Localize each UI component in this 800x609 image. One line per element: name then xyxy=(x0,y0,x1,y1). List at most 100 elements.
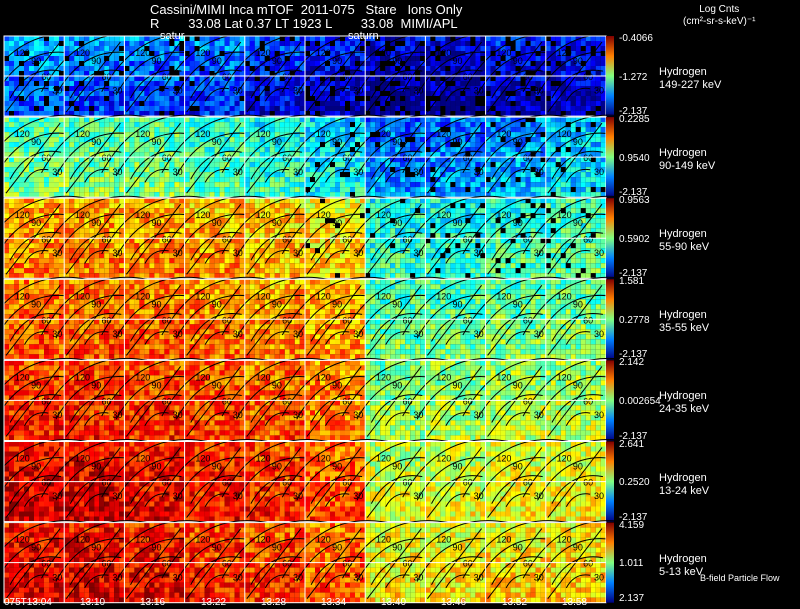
contour-label: 120 xyxy=(557,535,572,545)
contour-label: 30 xyxy=(534,572,544,582)
colorbar-tick-cmin-5: -2.137 xyxy=(619,512,648,523)
contour-label: 90 xyxy=(212,137,222,147)
contour-label: 90 xyxy=(513,543,523,553)
row-energy: 149-227 keV xyxy=(659,79,722,91)
contour-lines-5-1 xyxy=(41,439,147,518)
contour-label: 120 xyxy=(557,291,572,301)
contour-label: 90 xyxy=(513,137,523,147)
contour-label: 60 xyxy=(222,234,232,244)
contour-label: 120 xyxy=(135,372,150,382)
row-energy: 5-13 keV xyxy=(659,566,704,578)
contour-label: 90 xyxy=(573,543,583,553)
contour-label: 30 xyxy=(474,491,484,501)
contour-label: 60 xyxy=(463,72,473,82)
contour-label: 60 xyxy=(282,315,292,325)
colorbar-0 xyxy=(606,36,614,117)
heatmap-panel-5-4 xyxy=(244,441,305,522)
contour-label: 60 xyxy=(583,72,593,82)
contour-label: 60 xyxy=(162,315,172,325)
contour-label: 120 xyxy=(135,129,150,139)
contour-lines-4-6 xyxy=(342,357,448,437)
contour-label: 30 xyxy=(594,167,604,177)
contour-label: 30 xyxy=(233,248,243,258)
contour-label: 120 xyxy=(376,210,391,220)
colorbar-tick-cmid-4: 0.002654 xyxy=(619,396,661,407)
contour-label: 30 xyxy=(293,86,303,96)
footnote: B-field Particle Flow xyxy=(700,573,780,583)
contour-label: 90 xyxy=(513,218,523,228)
row-label-4: Hydrogen 24-35 keV xyxy=(659,390,709,416)
contour-label: 90 xyxy=(332,56,342,66)
chart-title: Cassini/MIMI Inca mTOF 2011-075 Stare Io… xyxy=(150,2,463,17)
heatmap-panel-0-7 xyxy=(425,36,486,117)
contour-label: 90 xyxy=(573,218,583,228)
contour-lines-1-7 xyxy=(402,114,509,194)
contour-label: 90 xyxy=(152,299,162,309)
contour-label: 90 xyxy=(152,462,162,472)
contour-label: 30 xyxy=(293,572,303,582)
contour-label: 30 xyxy=(534,410,544,420)
contour-label: 90 xyxy=(453,543,463,553)
contour-lines-6-4 xyxy=(221,520,328,600)
heatmap-panel-1-8 xyxy=(485,117,546,198)
heatmap-row-6: 1209060301209060301209060301209060301209… xyxy=(0,520,629,604)
contour-label: 60 xyxy=(583,315,593,325)
colorbar-tick-cmax-3: 1.581 xyxy=(619,276,645,287)
contour-label: 30 xyxy=(52,410,62,420)
heatmap-panel-6-0 xyxy=(4,522,65,603)
contour-label: 60 xyxy=(222,72,232,82)
contour-label: 90 xyxy=(31,56,41,66)
contour-label: 90 xyxy=(152,543,162,553)
contour-label: 30 xyxy=(594,329,604,339)
contour-label: 120 xyxy=(15,48,30,58)
contour-label: 30 xyxy=(413,248,423,258)
contour-label: 90 xyxy=(212,380,222,390)
contour-label: 30 xyxy=(52,248,62,258)
contour-label: 60 xyxy=(523,315,533,325)
contour-label: 30 xyxy=(52,491,62,501)
contour-label: 60 xyxy=(342,234,352,244)
contour-label: 60 xyxy=(523,478,533,488)
contour-lines-4-2 xyxy=(101,357,208,437)
contour-lines-1-5 xyxy=(281,114,388,194)
colorbar-tick-cmax-5: 2.641 xyxy=(619,439,645,450)
heatmap-panel-2-7 xyxy=(425,198,486,279)
colorbar-title: Log Cnts (cm²-sr-s-keV)⁻¹ xyxy=(683,4,755,28)
colorbar-tick-cmid-0: -1.272 xyxy=(619,72,648,83)
contour-label: 120 xyxy=(256,291,271,301)
contour-label: 120 xyxy=(376,372,391,382)
contour-label: 30 xyxy=(534,86,544,96)
contour-label: 90 xyxy=(91,218,101,228)
heatmap-row-5: 1209060301209060301209060301209060301209… xyxy=(0,439,629,523)
contour-lines-6-6 xyxy=(342,520,448,600)
contour-label: 60 xyxy=(463,153,473,163)
colorbar-1 xyxy=(606,117,614,198)
colorbar-6 xyxy=(606,522,614,603)
contour-lines-6-3 xyxy=(161,520,268,600)
heatmap-panel-4-3 xyxy=(184,360,245,441)
heatmap-panel-6-2 xyxy=(124,522,185,603)
heatmap-row-4: 1209060301209060301209060301209060301209… xyxy=(0,357,629,441)
contour-label: 60 xyxy=(403,559,413,569)
contour-label: 120 xyxy=(436,48,451,58)
contour-label: 60 xyxy=(523,234,533,244)
contour-label: 30 xyxy=(534,329,544,339)
contour-label: 60 xyxy=(41,559,51,569)
x-tick-label-8: 13:52 xyxy=(502,597,528,608)
row-species: Hydrogen xyxy=(659,472,707,484)
contour-lines-3-5 xyxy=(281,276,388,356)
contour-label: 30 xyxy=(474,167,484,177)
colorbar-tick-cmax-2: 0.9563 xyxy=(619,195,650,206)
contour-label: 120 xyxy=(15,535,30,545)
contour-label: 90 xyxy=(212,218,222,228)
contour-label: 60 xyxy=(282,153,292,163)
heatmap-panel-1-5 xyxy=(305,117,366,198)
contour-label: 90 xyxy=(272,380,282,390)
contour-label: 60 xyxy=(41,397,51,407)
contour-label: 60 xyxy=(41,234,51,244)
heatmap-panel-5-7 xyxy=(425,441,486,522)
colorbar-tick-cmin-1: -2.137 xyxy=(619,187,648,198)
x-tick-label-1: 13:10 xyxy=(80,597,106,608)
contour-label: 60 xyxy=(583,397,593,407)
heatmap-panel-1-2 xyxy=(124,117,185,198)
